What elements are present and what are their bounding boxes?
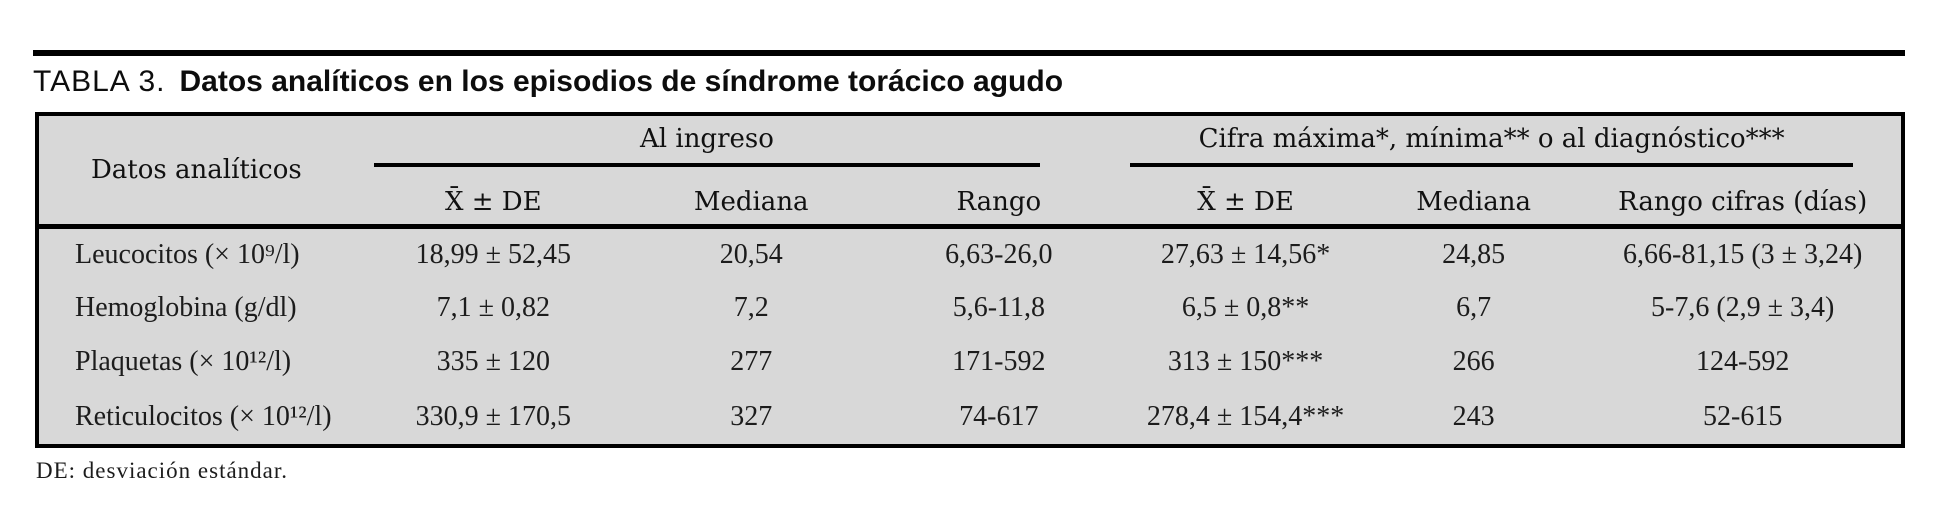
table-footnote: DE: desviación estándar. — [36, 458, 289, 483]
table-row-plaquetas: Plaquetas (× 10¹²/l) 335 ± 120 277 171-5… — [39, 335, 1901, 390]
corner-header: Datos analíticos — [39, 116, 354, 229]
column-header-mediana-ingreso: Mediana — [632, 174, 870, 229]
data-table-container: Datos analíticos Al ingreso Cifra máxima… — [35, 112, 1905, 448]
row-label: Hemoglobina (g/dl) — [75, 291, 297, 323]
column-header-mediana-maxima: Mediana — [1362, 174, 1585, 229]
table-title-text: Datos analíticos en los episodios de sín… — [179, 65, 1064, 98]
table-cell: 52-615 — [1703, 400, 1783, 432]
table-cell: 277 — [730, 346, 773, 378]
table-cell: 278,4 ± 154,4*** — [1146, 400, 1345, 432]
column-header-rango-cifras-dias: Rango cifras (días) — [1584, 174, 1901, 229]
top-divider-rule — [33, 50, 1905, 56]
table-cell: 5,6-11,8 — [952, 291, 1045, 323]
column-group-al-ingreso: Al ingreso — [354, 116, 1129, 174]
table-cell: 6,5 ± 0,8** — [1181, 291, 1310, 323]
table-cell: 335 ± 120 — [436, 346, 550, 378]
group-label-al-ingreso: Al ingreso — [373, 124, 1041, 167]
group-label-cifra-maxima: Cifra máxima*, mínima** o al diagnóstico… — [1130, 124, 1853, 167]
table-cell: 327 — [730, 400, 773, 432]
table-title: TABLA 3. Datos analíticos en los episodio… — [33, 62, 1913, 102]
subheader-row: X̄ ± DE Mediana Rango X̄ ± DE Mediana Ra… — [39, 174, 1901, 229]
table-cell: 6,7 — [1456, 291, 1492, 323]
table-cell: 6,63-26,0 — [945, 238, 1053, 270]
analytical-data-table: Datos analíticos Al ingreso Cifra máxima… — [39, 116, 1901, 444]
table-cell: 313 ± 150*** — [1167, 346, 1324, 378]
column-group-cifra-maxima: Cifra máxima*, mínima** o al diagnóstico… — [1128, 116, 1901, 174]
table-cell: 266 — [1452, 346, 1495, 378]
table-cell: 171-592 — [952, 346, 1046, 378]
group-header-row: Datos analíticos Al ingreso Cifra máxima… — [39, 116, 1901, 229]
table-cell: 243 — [1452, 400, 1495, 432]
table-cell: 7,1 ± 0,82 — [436, 291, 550, 323]
table-row-reticulocitos: Reticulocitos (× 10¹²/l) 330,9 ± 170,5 3… — [39, 390, 1901, 445]
table-cell: 7,2 — [733, 291, 769, 323]
table-cell: 20,54 — [719, 238, 783, 270]
table-number-label: TABLA 3. — [33, 65, 166, 98]
row-label: Reticulocitos (× 10¹²/l) — [75, 400, 332, 432]
table-cell: 27,63 ± 14,56* — [1160, 238, 1331, 270]
table-cell: 330,9 ± 170,5 — [415, 400, 571, 432]
table-cell: 6,66-81,15 (3 ± 3,24) — [1623, 238, 1863, 270]
column-header-mean-sd-maxima: X̄ ± DE — [1128, 174, 1363, 229]
column-header-mean-sd-ingreso: X̄ ± DE — [353, 174, 633, 229]
table-cell: 18,99 ± 52,45 — [415, 238, 571, 270]
table-cell: 5-7,6 (2,9 ± 3,4) — [1651, 291, 1835, 323]
table-row-leucocitos: Leucocitos (× 10⁹/l) 18,99 ± 52,45 20,54… — [39, 226, 1901, 281]
table-cell: 124-592 — [1696, 346, 1790, 378]
row-label: Plaquetas (× 10¹²/l) — [75, 346, 292, 378]
row-label: Leucocitos (× 10⁹/l) — [75, 238, 300, 270]
table-row-hemoglobina: Hemoglobina (g/dl) 7,1 ± 0,82 7,2 5,6-11… — [39, 281, 1901, 336]
table-cell: 74-617 — [959, 400, 1039, 432]
table-cell: 24,85 — [1442, 238, 1506, 270]
column-header-rango-ingreso: Rango — [869, 174, 1129, 229]
